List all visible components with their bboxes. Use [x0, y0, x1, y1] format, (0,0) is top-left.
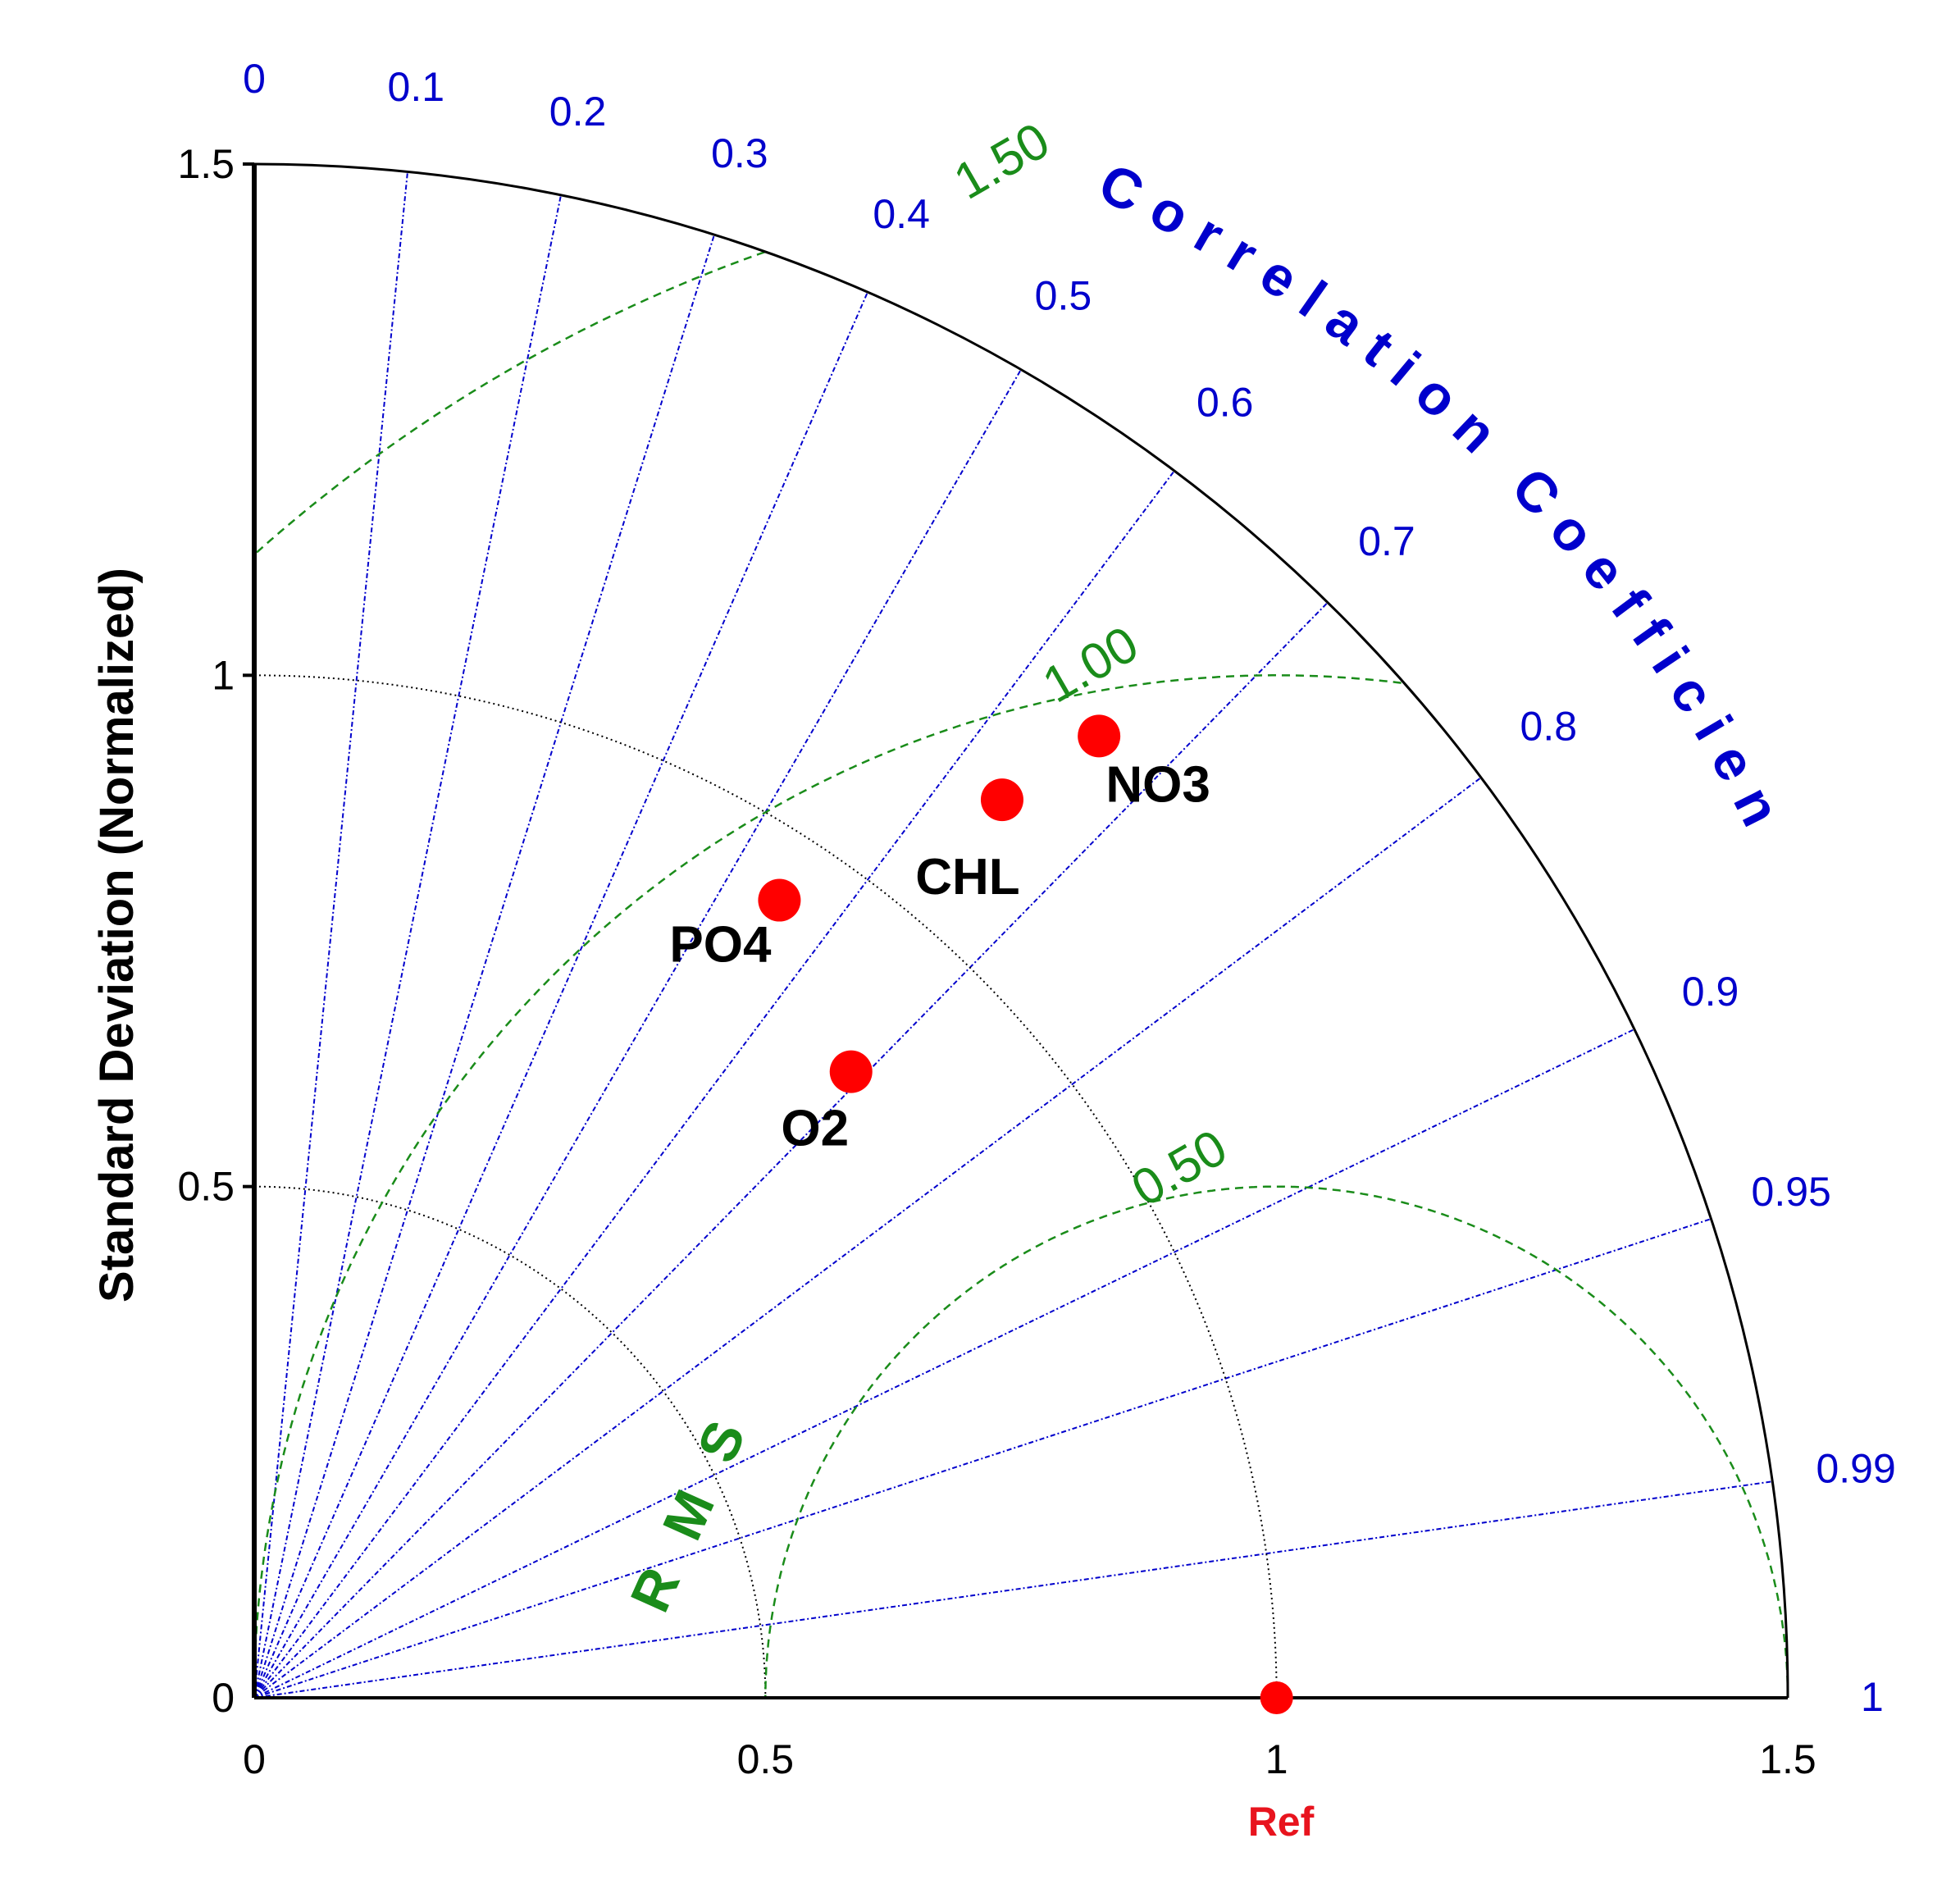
- x-tick-label-0: 0: [243, 1736, 266, 1782]
- grid-layer: [253, 171, 1789, 1699]
- correlation-line-0.3: [253, 234, 715, 1699]
- point-chl: [980, 778, 1023, 822]
- correlation-line-0.4: [253, 291, 868, 1699]
- rmse-label-1.00: 1.00: [1033, 615, 1147, 714]
- correlation-tick-label-0.2: 0.2: [549, 89, 607, 135]
- correlation-line-0.5: [253, 369, 1022, 1699]
- correlation-tick-label-1: 1: [1861, 1674, 1884, 1720]
- y-axis-title: Standard Deviation (Normalized): [90, 568, 144, 1302]
- correlation-line-0.95: [253, 1218, 1712, 1699]
- correlation-tick-label-0.9: 0.9: [1682, 969, 1739, 1015]
- outer-arc: [253, 162, 1789, 1699]
- x-tick-label-0.5: 0.5: [737, 1736, 795, 1782]
- y-tick-label-0: 0: [212, 1675, 235, 1721]
- point-label-chl: CHL: [915, 849, 1019, 906]
- sd-arc-0.5: [253, 1185, 767, 1699]
- reference-point: [1260, 1681, 1293, 1714]
- x-tick-label-1.5: 1.5: [1759, 1736, 1816, 1782]
- correlation-line-0.2: [253, 194, 562, 1699]
- point-po4: [758, 878, 801, 922]
- correlation-tick-label-0.99: 0.99: [1816, 1446, 1895, 1492]
- correlation-tick-label-0.6: 0.6: [1197, 380, 1254, 426]
- points-layer: NO3 CHL PO4 O2: [669, 714, 1293, 1714]
- correlation-tick-label-0.1: 0.1: [388, 64, 445, 110]
- point-label-o2: O2: [781, 1101, 849, 1157]
- y-tick-label-0.5: 0.5: [177, 1164, 235, 1210]
- ref-label: Ref: [1248, 1799, 1315, 1845]
- point-label-no3: NO3: [1105, 756, 1210, 813]
- correlation-tick-label-0.7: 0.7: [1358, 518, 1415, 564]
- correlation-tick-label-0: 0: [243, 56, 266, 102]
- correlation-tick-label-0.3: 0.3: [711, 130, 768, 176]
- point-no3: [1078, 714, 1121, 758]
- rmse-contour-0.50: [764, 1185, 1789, 1698]
- correlation-tick-label-0.95: 0.95: [1752, 1169, 1831, 1215]
- correlation-line-0.9: [253, 1028, 1635, 1699]
- rmse-label-1.50: 1.50: [945, 112, 1059, 211]
- correlation-line-0.1: [253, 171, 408, 1699]
- correlation-tick-label-0.8: 0.8: [1520, 703, 1578, 749]
- correlation-tick-label-0.4: 0.4: [873, 191, 930, 237]
- correlation-line-0.6: [253, 470, 1175, 1699]
- y-tick-label-1: 1: [212, 652, 235, 698]
- correlation-tick-label-0.5: 0.5: [1035, 272, 1092, 318]
- sd-arc-1: [253, 674, 1278, 1699]
- correlation-line-0.8: [253, 777, 1482, 1699]
- point-label-po4: PO4: [669, 917, 772, 974]
- rmse-contour-1.00: [253, 674, 1402, 1698]
- rmse-contour-1.50: [254, 251, 765, 554]
- y-tick-label-1.5: 1.5: [177, 141, 235, 187]
- correlation-line-0.7: [253, 601, 1329, 1699]
- x-tick-label-1: 1: [1265, 1736, 1288, 1782]
- axes-layer: [243, 162, 1789, 1699]
- rmse-label-0.50: 0.50: [1123, 1119, 1237, 1217]
- correlation-line-0.99: [253, 1480, 1773, 1699]
- point-o2: [829, 1050, 873, 1093]
